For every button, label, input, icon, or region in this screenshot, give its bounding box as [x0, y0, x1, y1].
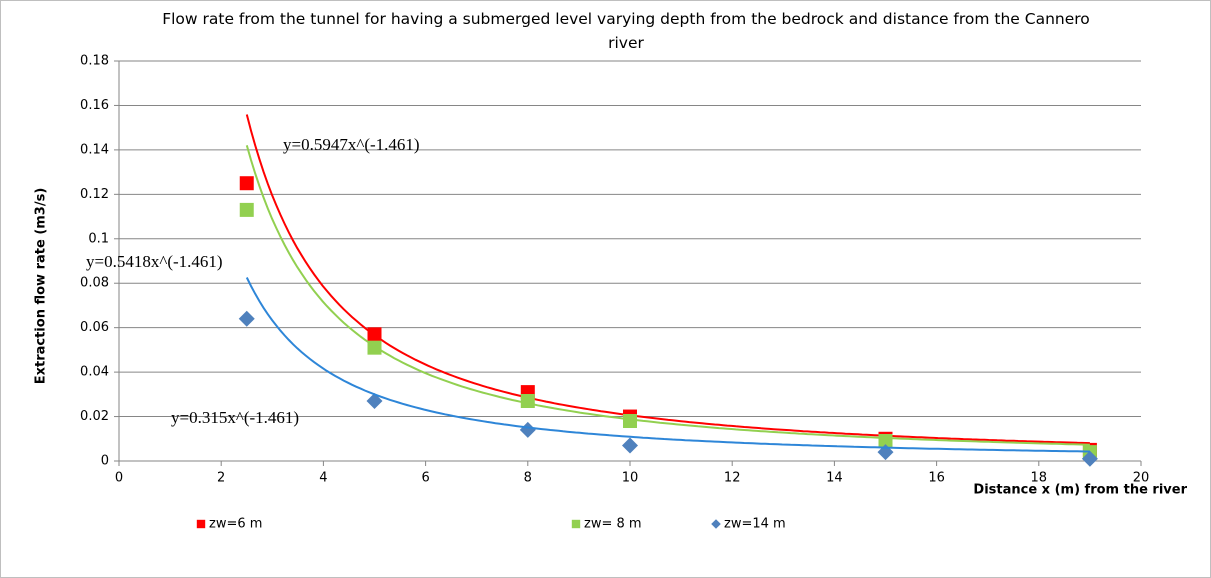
marker	[239, 202, 254, 217]
y-tick-label: 0.12	[80, 187, 109, 202]
marker	[623, 414, 637, 428]
trendline-equation: y=0.5947x^(-1.461)	[283, 135, 420, 154]
trendline	[245, 145, 1090, 446]
legend-label: zw=6 m	[209, 517, 262, 532]
y-tick-label: 0.02	[80, 409, 109, 424]
legend-marker	[571, 519, 581, 529]
marker	[1081, 450, 1098, 467]
x-tick-label: 2	[217, 471, 225, 486]
x-tick-label: 8	[524, 471, 532, 486]
marker	[520, 394, 535, 408]
x-tick-label: 16	[928, 471, 945, 486]
x-tick-label: 12	[724, 471, 741, 486]
chart-title: Flow rate from the tunnel for having a s…	[162, 10, 1090, 52]
marker	[239, 176, 254, 191]
x-tick-label: 0	[115, 471, 123, 486]
marker	[366, 393, 383, 409]
y-tick-label: 0	[101, 454, 109, 469]
legend-marker	[711, 519, 721, 529]
trendline	[245, 277, 1090, 453]
x-tick-label: 10	[622, 471, 639, 486]
marker	[238, 310, 255, 327]
y-tick-label: 0.18	[80, 54, 109, 69]
x-tick-label: 18	[1031, 471, 1048, 486]
x-tick-label: 14	[826, 471, 843, 486]
trendline-equation: y=0.315x^(-1.461)	[171, 408, 299, 427]
y-tick-label: 0.04	[80, 365, 109, 380]
trendline	[245, 114, 1090, 445]
marker	[622, 437, 638, 454]
x-tick-label: 4	[319, 471, 327, 486]
legend-marker	[196, 519, 206, 529]
x-tick-label: 6	[421, 471, 429, 486]
marker	[519, 421, 536, 438]
y-tick-label: 0.06	[80, 320, 109, 335]
x-tick-label: 20	[1133, 471, 1150, 486]
trendline-equation: y=0.5418x^(-1.461)	[86, 252, 223, 271]
y-tick-label: 0.16	[80, 98, 109, 113]
legend-label: zw=14 m	[724, 517, 786, 532]
y-tick-label: 0.08	[80, 276, 109, 291]
legend-label: zw= 8 m	[584, 517, 642, 532]
x-axis-title: Distance x (m) from the river	[973, 483, 1187, 498]
y-tick-label: 0.14	[80, 142, 109, 157]
y-axis-title: Extraction flow rate (m3/s)	[34, 188, 49, 385]
y-tick-label: 0.1	[88, 231, 109, 246]
